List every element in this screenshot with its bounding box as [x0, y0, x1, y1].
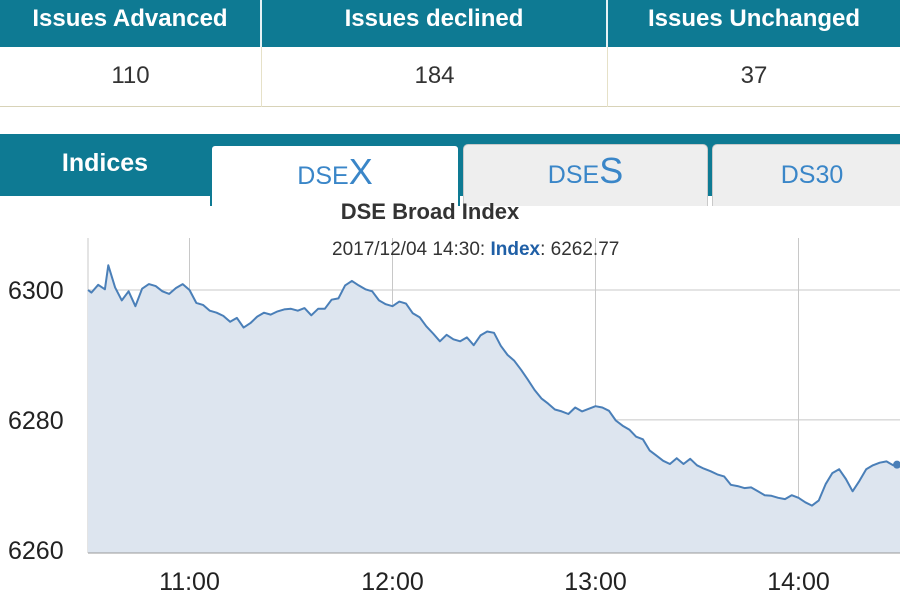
- header-issues-unchanged: Issues Unchanged: [647, 5, 861, 32]
- series-area: [88, 265, 900, 553]
- tab-dses[interactable]: DSES: [463, 144, 708, 206]
- value-issues-declined: 184: [262, 47, 608, 107]
- stats-value-row: 110 184 37: [0, 47, 900, 107]
- x-tick-label: 12:00: [361, 568, 424, 596]
- x-tick-label: 14:00: [767, 568, 830, 596]
- tab-dsex-prefix: DSE: [297, 162, 349, 190]
- value-issues-unchanged: 37: [740, 62, 768, 89]
- stats-header-row: Issues Advanced Issues declined Issues U…: [0, 0, 900, 47]
- value-issues-advanced: 110: [0, 47, 262, 107]
- header-issues-advanced: Issues Advanced: [0, 0, 262, 47]
- tooltip-time: 2017/12/04 14:30:: [332, 239, 486, 260]
- header-issues-declined: Issues declined: [262, 0, 608, 47]
- tab-ds30[interactable]: DS30: [712, 144, 900, 206]
- tab-dsex[interactable]: DSEX: [210, 144, 460, 206]
- y-tick-label: 6260: [8, 537, 64, 565]
- tooltip-value: : 6262.77: [540, 239, 620, 260]
- chart-title: DSE Broad Index: [340, 199, 520, 224]
- indices-section-label: Indices: [61, 149, 149, 177]
- y-tick-label: 6280: [8, 407, 64, 435]
- tooltip-key: Index: [490, 239, 541, 260]
- chart-tooltip: 2017/12/04 14:30: Index: 6262.77: [332, 239, 619, 261]
- x-tick-label: 13:00: [564, 568, 627, 596]
- tab-ds30-label: DS30: [780, 161, 844, 189]
- tab-dsex-suffix: X: [348, 151, 373, 192]
- series-line: [87, 264, 900, 507]
- y-tick-label: 6300: [8, 277, 64, 305]
- x-tick-label: 11:00: [159, 568, 220, 596]
- tab-dses-suffix: S: [599, 150, 624, 191]
- tab-dses-prefix: DSE: [547, 161, 600, 189]
- hover-marker: [893, 460, 900, 469]
- market-stats-table: Issues Advanced Issues declined Issues U…: [0, 0, 900, 108]
